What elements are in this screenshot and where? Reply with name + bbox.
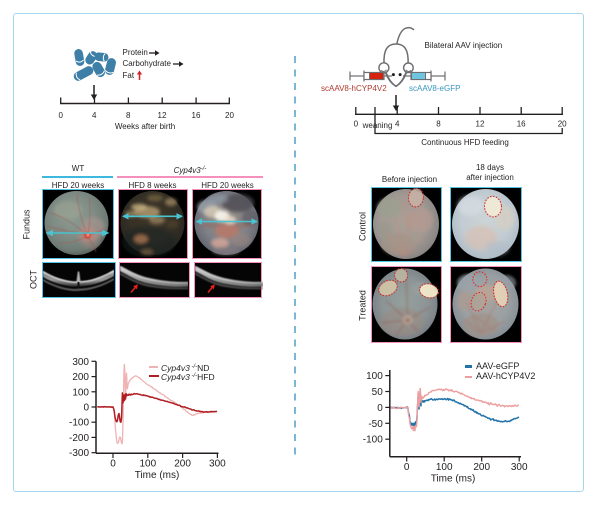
svg-text:100: 100 (366, 371, 383, 382)
svg-text:0: 0 (110, 458, 116, 469)
svg-text:Time (ms): Time (ms) (431, 474, 476, 485)
svg-text:-300: -300 (69, 448, 89, 459)
svg-text:200: 200 (473, 462, 490, 473)
svg-text:300: 300 (511, 462, 528, 473)
svg-text:100: 100 (139, 458, 156, 469)
svg-text:200: 200 (174, 458, 191, 469)
svg-text:50: 50 (372, 387, 384, 398)
svg-text:-100: -100 (363, 435, 383, 446)
svg-text:0: 0 (83, 403, 89, 414)
svg-text:4: 4 (395, 120, 400, 129)
svg-text:300: 300 (209, 458, 226, 469)
svg-text:Time (ms): Time (ms) (135, 470, 180, 481)
svg-text:0: 0 (377, 403, 383, 414)
svg-text:16: 16 (517, 120, 526, 129)
svg-text:-100: -100 (69, 418, 89, 429)
svg-text:weaning: weaning (362, 121, 393, 130)
svg-text:0: 0 (404, 462, 410, 473)
svg-text:100: 100 (436, 462, 453, 473)
svg-text:0: 0 (354, 120, 359, 129)
svg-text:-50: -50 (368, 419, 383, 430)
svg-text:8: 8 (436, 120, 441, 129)
svg-text:100: 100 (72, 387, 89, 398)
svg-text:12: 12 (476, 120, 485, 129)
svg-text:200: 200 (72, 372, 89, 383)
svg-text:20: 20 (558, 120, 567, 129)
svg-text:300: 300 (72, 357, 89, 368)
svg-text:Continuous HFD feeding: Continuous HFD feeding (421, 138, 509, 147)
svg-text:-200: -200 (69, 433, 89, 444)
